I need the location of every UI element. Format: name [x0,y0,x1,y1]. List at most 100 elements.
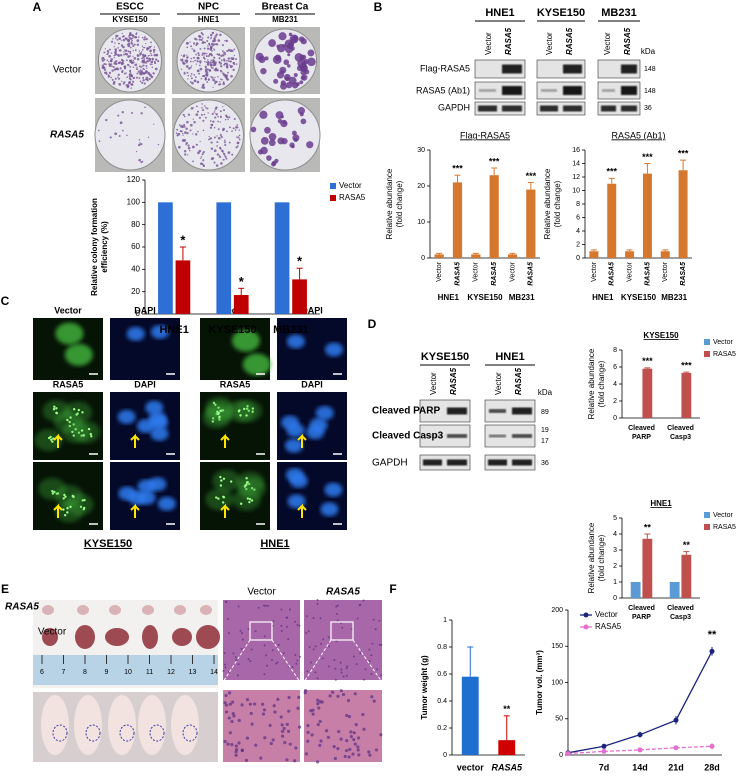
cell [284,438,303,453]
nucleus [370,695,374,699]
colony [189,123,193,127]
y-tick-label: 0 [576,255,580,262]
legend-label: Vector [713,339,734,346]
colony [224,53,227,56]
band [512,459,532,466]
mouse [171,695,199,755]
colony [218,155,222,158]
nucleus [250,648,253,651]
colony [210,123,214,127]
nucleus [261,712,266,716]
bar [292,279,307,314]
puncta [246,497,250,500]
colony [297,107,305,115]
colony [132,80,135,83]
nucleus [334,667,337,670]
colony [233,48,236,51]
puncta [51,440,54,443]
band [488,459,507,466]
nucleus [265,654,268,657]
colony [292,134,300,142]
colony [103,68,107,71]
colony [228,141,231,144]
colony [130,60,133,63]
colony [300,75,306,81]
colony [153,46,156,48]
colony [141,57,143,60]
blot [484,424,536,448]
colony [140,70,143,73]
nucleus [296,706,300,710]
colony [199,67,203,71]
arrow [53,503,63,518]
colony [143,58,146,60]
colony [205,107,207,109]
nucleus [319,617,322,620]
nucleus [222,670,225,673]
nucleus [230,700,235,704]
nucleus [248,702,252,706]
colony [190,45,193,48]
group-label: HNE1 [438,293,460,302]
colony [193,79,197,83]
y-tick-label: 2 [613,398,617,405]
colony [101,58,103,60]
bar [461,676,479,755]
significance: ** [683,540,691,550]
colony [153,53,157,57]
colony [155,54,158,56]
colony [126,39,130,42]
colony [113,80,116,84]
y-tick-label: 0 [613,415,617,422]
colony [280,80,286,86]
colony [144,106,146,109]
x-tick-label: Cleaved PARP [628,425,655,441]
colony [222,151,224,153]
colony [201,103,203,105]
puncta [62,508,65,511]
lane-label: Vector [545,32,554,55]
colony [150,54,153,57]
puncta [237,410,241,413]
cell-line: HNE1 [260,538,289,550]
panel-letter: A [33,0,42,14]
puncta [62,497,65,500]
colony [226,78,229,81]
nucleus [336,604,339,607]
colony [149,54,151,56]
nucleus [306,739,310,743]
blot [597,101,641,116]
nucleus [348,747,352,751]
colony [220,54,223,58]
lane-label: RASA5 [504,27,513,55]
x-tick-label: vector [457,762,485,772]
cell [42,399,71,422]
bar [681,372,692,418]
nucleus [279,715,283,719]
lane-label: Vector [603,32,612,55]
nucleus [318,719,322,724]
significance: *** [642,152,653,162]
colony [118,77,121,80]
nucleus [297,725,302,729]
colony [115,34,118,38]
y-tick-label: 6 [613,364,617,371]
colony [103,71,107,74]
nucleus [293,759,297,763]
colony [117,35,119,37]
colony [201,84,205,87]
y-tick-label: 200 [551,607,563,614]
colony [238,129,241,131]
colony [129,52,132,55]
colony [186,62,188,64]
nucleus [333,658,336,661]
puncta [245,414,248,417]
colony [185,65,189,68]
colony [226,130,228,133]
nucleus [297,695,301,699]
colony [107,75,110,78]
colony [187,74,190,77]
puncta [218,415,221,419]
cell [226,400,255,423]
colony [287,53,291,57]
